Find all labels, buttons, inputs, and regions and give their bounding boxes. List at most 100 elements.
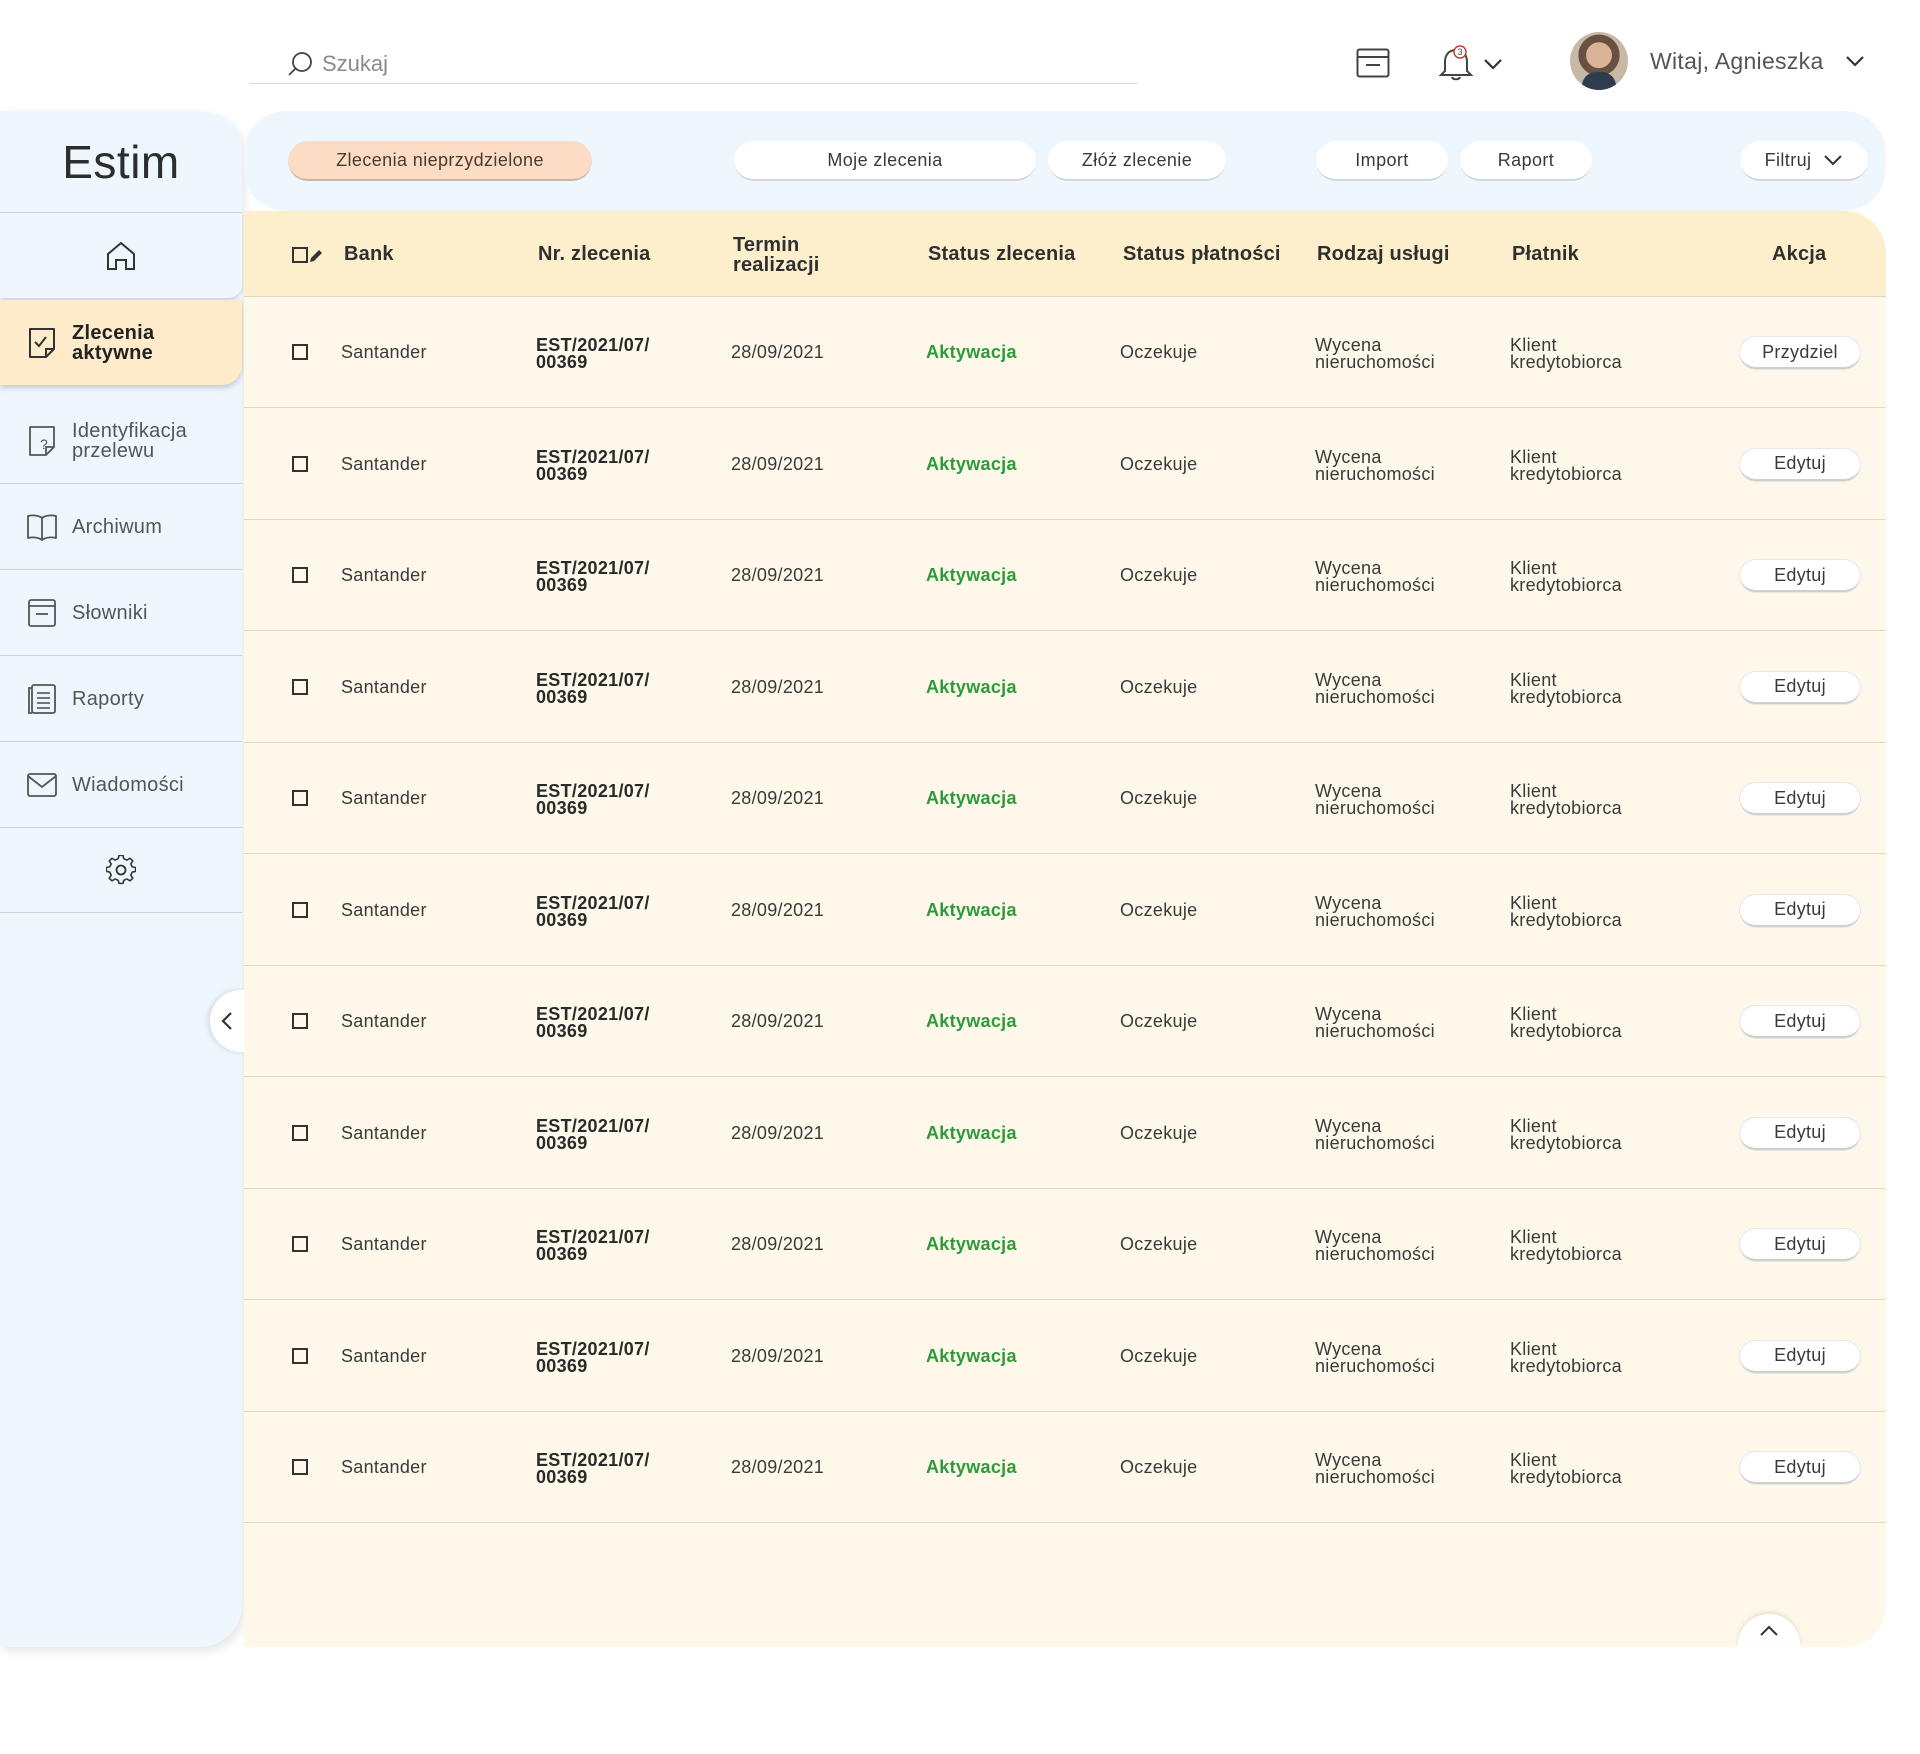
filter-button[interactable]: Filtruj <box>1740 141 1868 181</box>
cell-order-number-line: EST/2021/07/ <box>536 335 650 355</box>
filter-label: Filtruj <box>1764 149 1812 170</box>
cell-service-type-line: nieruchomości <box>1315 352 1435 372</box>
notifications-button[interactable]: 3 <box>1436 44 1506 84</box>
sidebar-item-transfer-identification[interactable]: ? Identyfikacja przelewu <box>0 399 242 484</box>
table-row[interactable]: Santander EST/2021/07/ 00369 28/09/2021 … <box>244 966 1886 1077</box>
cell-payment-status: Oczekuje <box>1120 342 1198 362</box>
column-header-payment-status[interactable]: Status płatności <box>1123 243 1281 265</box>
row-action-button[interactable]: Przydziel <box>1740 337 1860 369</box>
sidebar-item-active-orders[interactable]: Zlecenia aktywne <box>0 300 242 385</box>
table-row[interactable]: Santander EST/2021/07/ 00369 28/09/2021 … <box>244 743 1886 854</box>
select-all-checkbox[interactable] <box>292 247 308 263</box>
row-checkbox[interactable] <box>292 678 308 695</box>
cell-service-type: Wycena nieruchomości <box>1315 1228 1435 1264</box>
row-checkbox[interactable] <box>292 1013 308 1029</box>
row-checkbox[interactable] <box>292 1236 308 1252</box>
search-bar[interactable] <box>250 44 1138 84</box>
row-action-button[interactable]: Edytuj <box>1740 783 1860 815</box>
cell-service-type: Wycena nieruchomości <box>1315 1117 1435 1152</box>
table-row[interactable]: Santander EST/2021/07/ 00369 28/09/2021 … <box>244 855 1886 966</box>
sidebar-item-home[interactable] <box>0 212 242 298</box>
search-icon <box>288 51 312 76</box>
row-checkbox[interactable] <box>292 344 308 360</box>
card-icon[interactable] <box>1356 48 1390 78</box>
cell-order-status: Aktywacja <box>926 453 1017 474</box>
cell-payer-line: Klient <box>1510 335 1557 355</box>
user-menu[interactable]: Witaj, Agnieszka <box>1570 30 1866 92</box>
cell-service-type-line: nieruchomości <box>1315 575 1435 595</box>
sidebar-item-reports[interactable]: Raporty <box>0 657 242 742</box>
row-checkbox[interactable] <box>292 790 308 806</box>
cell-deadline: 28/09/2021 <box>731 1122 825 1143</box>
table-row[interactable]: Santander EST/2021/07/ 00369 28/09/2021 … <box>244 1412 1886 1523</box>
column-header-payer[interactable]: Płatnik <box>1512 243 1579 265</box>
sidebar-item-dictionaries[interactable]: Słowniki <box>0 571 242 656</box>
row-action-button[interactable]: Edytuj <box>1740 1229 1860 1261</box>
cell-deadline: 28/09/2021 <box>731 676 825 697</box>
sidebar-item-archive[interactable]: Archiwum <box>0 485 242 570</box>
unassigned-orders-button[interactable]: Zlecenia nieprzydzielone <box>288 141 592 181</box>
row-action-button[interactable]: Edytuj <box>1740 560 1860 592</box>
cell-payer-line: Klient <box>1510 558 1557 578</box>
row-action-button[interactable]: Edytuj <box>1740 1340 1860 1373</box>
table-row[interactable]: Santander EST/2021/07/ 00369 28/09/2021 … <box>244 297 1886 408</box>
column-header-bank[interactable]: Bank <box>344 243 394 265</box>
chevron-down-icon[interactable] <box>1844 54 1866 68</box>
cell-service-type: Wycena nieruchomości <box>1315 1451 1435 1487</box>
cell-payer-line: kredytobiorca <box>1510 686 1622 707</box>
column-header-order-number[interactable]: Nr. zlecenia <box>538 243 651 265</box>
cell-order-number: EST/2021/07/ 00369 <box>536 1340 650 1375</box>
cell-order-number-line: 00369 <box>536 463 588 484</box>
cell-deadline: 28/09/2021 <box>731 1234 825 1254</box>
cell-bank: Santander <box>341 676 427 697</box>
cell-order-number-line: 00369 <box>536 1467 588 1487</box>
row-action-button[interactable]: Edytuj <box>1740 448 1860 481</box>
app-logo[interactable]: Estim <box>62 135 180 188</box>
cell-payer: Klient kredytobiorca <box>1510 1228 1622 1263</box>
sidebar-item-label: Archiwum <box>72 516 163 538</box>
report-button[interactable]: Raport <box>1460 141 1592 181</box>
chevron-down-icon <box>1484 59 1502 70</box>
row-action-button[interactable]: Edytuj <box>1740 1452 1860 1484</box>
row-checkbox[interactable] <box>292 455 308 472</box>
place-order-button[interactable]: Złóż zlecenie <box>1048 141 1226 181</box>
table-row[interactable]: Santander EST/2021/07/ 00369 28/09/2021 … <box>244 1189 1886 1300</box>
sidebar-item-settings[interactable] <box>0 827 242 913</box>
cell-service-type-line: nieruchomości <box>1315 1244 1435 1264</box>
scroll-to-top-button[interactable] <box>1738 1614 1800 1647</box>
svg-text:?: ? <box>40 436 48 452</box>
row-action-button[interactable]: Edytuj <box>1740 894 1860 927</box>
cell-payment-status: Oczekuje <box>1120 1011 1198 1031</box>
cell-order-status: Aktywacja <box>926 1234 1017 1254</box>
edit-icon[interactable] <box>307 247 325 265</box>
row-checkbox[interactable] <box>292 1124 308 1141</box>
row-action-button[interactable]: Edytuj <box>1740 1006 1860 1038</box>
row-checkbox[interactable] <box>292 567 308 583</box>
row-action-button[interactable]: Edytuj <box>1740 671 1860 704</box>
row-checkbox[interactable] <box>292 901 308 918</box>
my-orders-button[interactable]: Moje zlecenia <box>734 141 1036 181</box>
cell-service-type-line: nieruchomości <box>1315 686 1435 707</box>
table-row[interactable]: Santander EST/2021/07/ 00369 28/09/2021 … <box>244 632 1886 743</box>
cell-bank: Santander <box>341 1345 427 1366</box>
import-button[interactable]: Import <box>1316 141 1448 181</box>
column-header-service-type[interactable]: Rodzaj usługi <box>1317 243 1450 265</box>
column-header-deadline[interactable]: Termin realizacji <box>733 235 820 275</box>
sidebar-item-messages[interactable]: Wiadomości <box>0 743 242 828</box>
table-row[interactable]: Santander EST/2021/07/ 00369 28/09/2021 … <box>244 1078 1886 1189</box>
column-header-order-status[interactable]: Status zlecenia <box>928 243 1076 265</box>
cell-bank: Santander <box>341 788 427 808</box>
cell-service-type: Wycena nieruchomości <box>1315 671 1435 707</box>
cell-deadline: 28/09/2021 <box>731 1457 825 1477</box>
cell-order-number-line: 00369 <box>536 686 588 707</box>
row-action-button[interactable]: Edytuj <box>1740 1117 1860 1150</box>
avatar[interactable] <box>1570 32 1628 90</box>
table-row[interactable]: Santander EST/2021/07/ 00369 28/09/2021 … <box>244 409 1886 520</box>
cell-service-type-line: nieruchomości <box>1315 1467 1435 1487</box>
cell-payer-line: kredytobiorca <box>1510 1467 1622 1487</box>
search-input[interactable] <box>322 50 1082 77</box>
table-row[interactable]: Santander EST/2021/07/ 00369 28/09/2021 … <box>244 520 1886 631</box>
row-checkbox[interactable] <box>292 1459 308 1475</box>
row-checkbox[interactable] <box>292 1347 308 1364</box>
table-row[interactable]: Santander EST/2021/07/ 00369 28/09/2021 … <box>244 1301 1886 1412</box>
